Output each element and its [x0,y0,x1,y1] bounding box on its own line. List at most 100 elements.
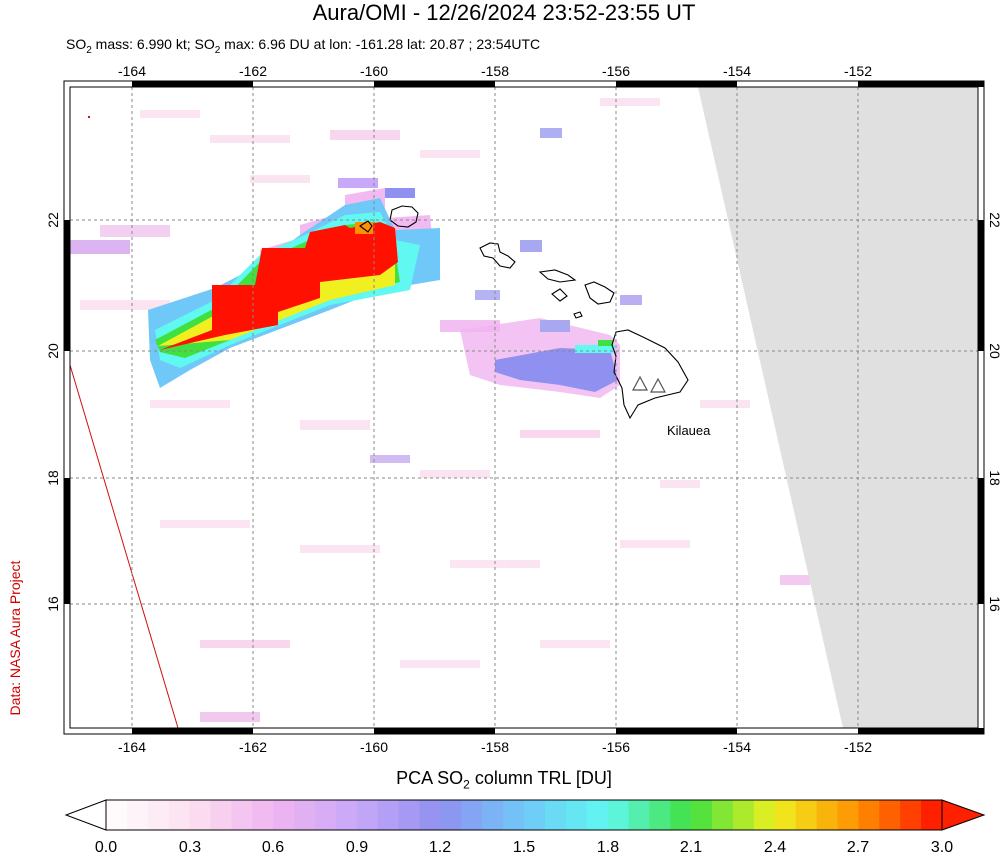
lon-label-top: -158 [481,63,509,79]
subtitle-part1: SO [66,36,87,52]
subtitle-part3: max: 6.96 DU at lon: -161.28 lat: 20.87 … [220,36,541,52]
colorbar-cell [461,800,483,830]
volcano-markers [631,375,667,393]
colorbar-cell [879,800,901,830]
colorbar-cell [377,800,400,830]
colorbar-cell [231,800,253,830]
colorbar-title-part2: column TRL [DU] [469,768,612,788]
subtitle-sub2: 2 [214,44,221,56]
lat-label-right: 16 [987,596,1003,612]
colorbar-cell [544,800,567,830]
lat-label-right: 20 [987,343,1003,359]
lon-labels-bottom: -164 -162 -160 -158 -156 -154 -152 [118,739,872,755]
colorbar-cell [649,800,671,830]
colorbar-tick: 0.3 [179,839,201,855]
lon-label-top: -164 [118,63,146,79]
lon-label-top: -154 [723,63,751,79]
lat-labels-right: 16 18 20 22 [987,212,1003,612]
colorbar-cell [733,800,755,830]
lon-label-top: -156 [602,63,630,79]
colorbar-title: PCA SO2 column TRL [DU] [0,768,1008,792]
niihau-coast [359,220,373,233]
colorbar-cell [273,800,295,830]
kauai-coast [389,205,419,228]
colorbar-cell [795,800,818,830]
lon-label-bottom: -158 [481,739,509,755]
map-panel: Kilauea [63,80,985,735]
colorbar-tick: 0.9 [346,839,368,855]
lat-labels-left: 16 18 20 22 [45,212,61,612]
lat-label-left: 22 [45,212,61,228]
lat-label-left: 16 [45,596,61,612]
lat-label-left: 20 [45,343,61,359]
colorbar-cells [106,800,943,830]
colorbar-cell [858,800,880,830]
colorbar-cell [628,800,650,830]
colorbar-title-sub: 2 [463,777,470,792]
colorbar-cell [419,800,441,830]
lat-label-left: 18 [45,470,61,486]
so2-retrieval-layer [70,87,978,728]
colorbar-cell [503,800,525,830]
so2-summary: SO2 mass: 6.990 kt; SO2 max: 6.96 DU at … [66,36,540,56]
colorbar-cell [294,800,316,830]
hawaii-island-coast [611,329,689,420]
colorbar-cell [147,800,170,830]
colorbar-high-arrow [941,799,986,831]
lon-label-bottom: -164 [118,739,146,755]
colorbar-cell [356,800,379,830]
colorbar-cell [189,800,212,830]
lon-label-top: -162 [239,63,267,79]
colorbar-cell [670,800,692,830]
so2-kilauea-area [460,318,620,398]
colorbar-tick: 2.4 [764,839,786,855]
no-data-region [698,87,978,728]
volcano-triangle-1 [631,375,649,391]
lon-labels-top: -164 -162 -160 -158 -156 -154 -152 [118,63,872,79]
colorbar-cell [168,800,191,830]
colorbar-cell [712,800,734,830]
lon-label-bottom: -152 [844,739,872,755]
low-so2-pixels [70,98,810,722]
lon-label-top: -160 [360,63,388,79]
subtitle-sub1: 2 [86,44,92,56]
colorbar-cell [440,800,462,830]
colorbar-cell [106,800,128,830]
lon-label-top: -152 [844,63,872,79]
colorbar-cell [921,800,943,830]
colorbar-frame [105,799,943,831]
coastlines [359,205,689,420]
colorbar-tick: 1.8 [597,839,619,855]
colorbar-tick: 0.6 [262,839,284,855]
colorbar: 0.0 0.3 0.6 0.9 1.2 1.5 1.8 2.1 2.4 2.7 … [64,799,986,855]
swath-edge-line [70,364,179,728]
map-title: Aura/OMI - 12/26/2024 23:52-23:55 UT [312,0,696,25]
lon-label-bottom: -156 [602,739,630,755]
lon-label-bottom: -162 [239,739,267,755]
colorbar-tick: 2.1 [680,839,702,855]
colorbar-cell [900,800,922,830]
colorbar-cell [252,800,274,830]
subtitle-part2: mass: 6.990 kt; SO [91,36,215,52]
so2-plume [148,178,440,388]
colorbar-cell [482,800,504,830]
volcano-label: Kilauea [667,423,711,438]
colorbar-cell [210,800,232,830]
colorbar-cell [335,800,358,830]
colorbar-tick: 1.5 [513,839,535,855]
maui-coast [584,281,615,305]
colorbar-cell [774,800,797,830]
colorbar-cell [816,800,839,830]
colorbar-cell [607,800,630,830]
edge-marker [88,116,90,118]
colorbar-tick-labels: 0.0 0.3 0.6 0.9 1.2 1.5 1.8 2.1 2.4 2.7 … [95,839,953,855]
kahoolawe-coast [573,311,583,319]
colorbar-cell [691,800,713,830]
colorbar-cell [126,800,149,830]
volcano-triangle-2 [649,377,667,393]
lon-label-bottom: -160 [360,739,388,755]
lanai-coast [551,288,568,302]
map-frame [63,80,985,735]
lon-label-bottom: -154 [723,739,751,755]
